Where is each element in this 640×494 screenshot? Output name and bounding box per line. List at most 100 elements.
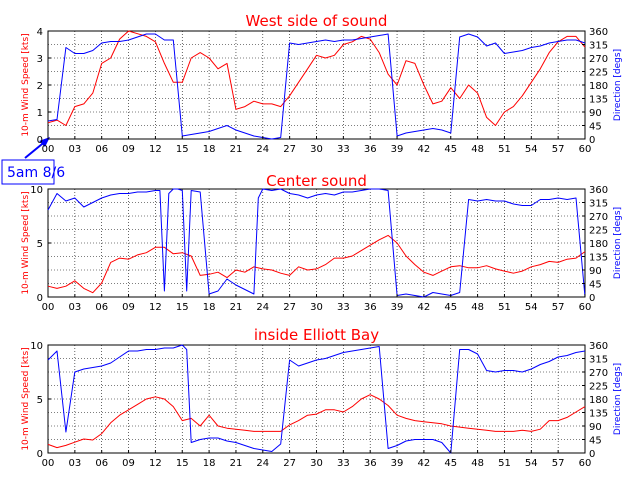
panel-3-ytick-label: 10 xyxy=(30,341,43,352)
panel-3-speed-line xyxy=(47,394,586,449)
panel-1-y2tick-label: 315 xyxy=(589,41,608,52)
panel-2-y2tick-label: 270 xyxy=(589,212,608,223)
panel-3-xtick-label: 12 xyxy=(149,458,162,469)
panel-2-xtick-label: 06 xyxy=(95,302,108,313)
panel-2-y2tick-label: 135 xyxy=(589,253,608,264)
panel-3-xtick-label: 54 xyxy=(525,458,538,469)
panel-3-y2label: Direction [degs] xyxy=(613,363,623,435)
panel-2-xtick-label: 27 xyxy=(283,302,296,313)
panel-3-xtick-label: 39 xyxy=(391,458,404,469)
panel-1-xtick-label: 15 xyxy=(176,144,189,155)
panel-3-xtick-label: 36 xyxy=(364,458,377,469)
panel-3-y2tick-label: 315 xyxy=(589,355,608,366)
panel-3-xtick-label: 42 xyxy=(418,458,431,469)
panel-1-xtick-label: 09 xyxy=(122,144,135,155)
panel-2-xtick-label: 00 xyxy=(42,302,55,313)
panel-3-direction-line xyxy=(47,344,586,454)
panel-1-y2tick-label: 360 xyxy=(589,27,608,38)
panel-1-xtick-label: 24 xyxy=(256,144,269,155)
panel-2-y2label: Direction [degs] xyxy=(613,207,623,279)
panel-1-direction-line xyxy=(47,33,586,140)
panel-3-xtick-label: 48 xyxy=(471,458,484,469)
annotation-arrow-head xyxy=(39,137,50,147)
panel-1-xtick-label: 57 xyxy=(552,144,565,155)
panel-1-ytick-label: 3 xyxy=(37,54,43,65)
panel-1-xtick-label: 48 xyxy=(471,144,484,155)
panel-1-ytick-label: 4 xyxy=(37,27,43,38)
panel-1-xtick-label: 18 xyxy=(203,144,216,155)
panel-2-ylabel: 10-m Wind Speed [kts] xyxy=(21,191,31,294)
panel-3-xtick-label: 18 xyxy=(203,458,216,469)
panel-1-xtick-label: 06 xyxy=(95,144,108,155)
panel-3-xtick-label: 27 xyxy=(283,458,296,469)
panel-1-xtick-label: 03 xyxy=(68,144,81,155)
panel-2-speed-line xyxy=(47,234,586,294)
panel-1-ylabel: 10-m Wind Speed [kts] xyxy=(21,33,31,136)
panel-2-xtick-label: 48 xyxy=(471,302,484,313)
panel-3-xtick-label: 21 xyxy=(230,458,243,469)
panel-2-xtick-label: 36 xyxy=(364,302,377,313)
panel-2-xtick-label: 51 xyxy=(498,302,511,313)
panel-3-xtick-label: 03 xyxy=(68,458,81,469)
panel-2-y2tick-label: 360 xyxy=(589,185,608,196)
panel-3-ytick-label: 5 xyxy=(37,395,43,406)
panel-1-xtick-label: 45 xyxy=(444,144,457,155)
panel-2-xtick-label: 21 xyxy=(230,302,243,313)
panel-2-xtick-label: 03 xyxy=(68,302,81,313)
panel-3-y2tick-label: 270 xyxy=(589,368,608,379)
panel-2-xtick-label: 54 xyxy=(525,302,538,313)
panel-1-xtick-label: 21 xyxy=(230,144,243,155)
panel-1-xtick-label: 33 xyxy=(337,144,350,155)
panel-1-xtick-label: 60 xyxy=(579,144,592,155)
panel-3-xtick-label: 57 xyxy=(552,458,565,469)
panel-2-y2tick-label: 0 xyxy=(589,293,595,304)
panel-2-xtick-label: 09 xyxy=(122,302,135,313)
panel-2-xtick-label: 60 xyxy=(579,302,592,313)
panel-2-xtick-label: 39 xyxy=(391,302,404,313)
panel-2-direction-line xyxy=(47,188,586,298)
panel-3-title: inside Elliott Bay xyxy=(254,326,379,344)
panel-2-xtick-label: 45 xyxy=(444,302,457,313)
panel-2-xtick-label: 30 xyxy=(310,302,323,313)
panel-1-xtick-label: 54 xyxy=(525,144,538,155)
panel-3-xtick-label: 15 xyxy=(176,458,189,469)
panel-1-xtick-label: 12 xyxy=(149,144,162,155)
panel-1-title: West side of sound xyxy=(246,12,388,30)
panel-1-xtick-label: 00 xyxy=(42,144,55,155)
panel-3-xtick-label: 00 xyxy=(42,458,55,469)
panel-2-xtick-label: 24 xyxy=(256,302,269,313)
panel-2-xtick-label: 33 xyxy=(337,302,350,313)
panel-3-y2tick-label: 225 xyxy=(589,382,608,393)
panel-1-xtick-label: 42 xyxy=(418,144,431,155)
panel-3-ytick-label: 0 xyxy=(37,449,43,460)
panel-1-xtick-label: 30 xyxy=(310,144,323,155)
panel-3-y2tick-label: 135 xyxy=(589,409,608,420)
panel-1-xtick-label: 39 xyxy=(391,144,404,155)
panel-1-y2label: Direction [degs] xyxy=(613,49,623,121)
panel-1-y2tick-label: 135 xyxy=(589,95,608,106)
panel-2-ytick-label: 5 xyxy=(37,239,43,250)
panel-2-y2tick-label: 315 xyxy=(589,199,608,210)
panel-1-ytick-label: 1 xyxy=(37,108,43,119)
panel-2-xtick-label: 18 xyxy=(203,302,216,313)
panel-2-y2tick-label: 225 xyxy=(589,226,608,237)
panel-2-y2tick-label: 45 xyxy=(589,280,602,291)
panel-1-y2tick-label: 180 xyxy=(589,81,608,92)
panel-3-xtick-label: 60 xyxy=(579,458,592,469)
panel-1-y2tick-label: 90 xyxy=(589,108,602,119)
panel-2-xtick-label: 15 xyxy=(176,302,189,313)
panel-3-y2tick-label: 360 xyxy=(589,341,608,352)
panel-2-xtick-label: 57 xyxy=(552,302,565,313)
panel-3-xtick-label: 24 xyxy=(256,458,269,469)
panel-3-xtick-label: 33 xyxy=(337,458,350,469)
panel-3-y2tick-label: 90 xyxy=(589,422,602,433)
panel-3-xtick-label: 30 xyxy=(310,458,323,469)
panel-3-xtick-label: 06 xyxy=(95,458,108,469)
panel-1-ytick-label: 2 xyxy=(37,81,43,92)
panel-2-ytick-label: 10 xyxy=(30,185,43,196)
panel-2-xtick-label: 42 xyxy=(418,302,431,313)
panel-2-ytick-label: 0 xyxy=(37,293,43,304)
annotation-arrow xyxy=(24,137,50,159)
panel-1-y2tick-label: 225 xyxy=(589,68,608,79)
